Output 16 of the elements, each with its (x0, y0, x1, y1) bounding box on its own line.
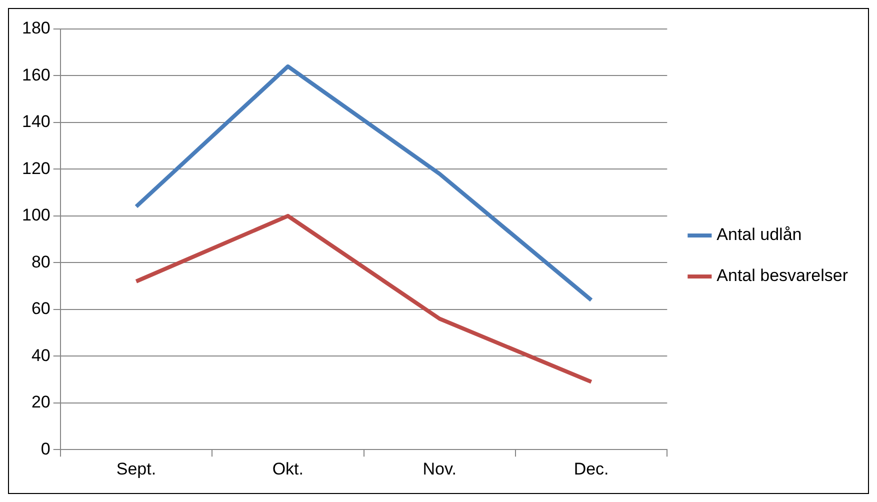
y-tick-label: 80 (31, 252, 50, 272)
x-tick-label: Okt. (272, 459, 304, 478)
y-tick-label: 100 (22, 206, 50, 225)
y-tick-label: 180 (22, 18, 50, 38)
x-tick-label: Dec. (574, 459, 609, 478)
y-tick-label: 40 (31, 346, 50, 365)
y-tick-label: 60 (31, 299, 50, 318)
legend-label: Antal besvarelser (716, 266, 848, 286)
y-tick-label: 160 (22, 65, 50, 84)
y-tick-label: 140 (22, 112, 50, 132)
y-tick-label: 20 (31, 392, 50, 412)
y-tick-label: 120 (22, 158, 50, 178)
x-tick-label: Sept. (116, 459, 156, 478)
y-tick-label: 0 (40, 439, 50, 458)
x-tick-label: Nov. (422, 459, 456, 478)
legend-label: Antal udlån (716, 225, 802, 244)
